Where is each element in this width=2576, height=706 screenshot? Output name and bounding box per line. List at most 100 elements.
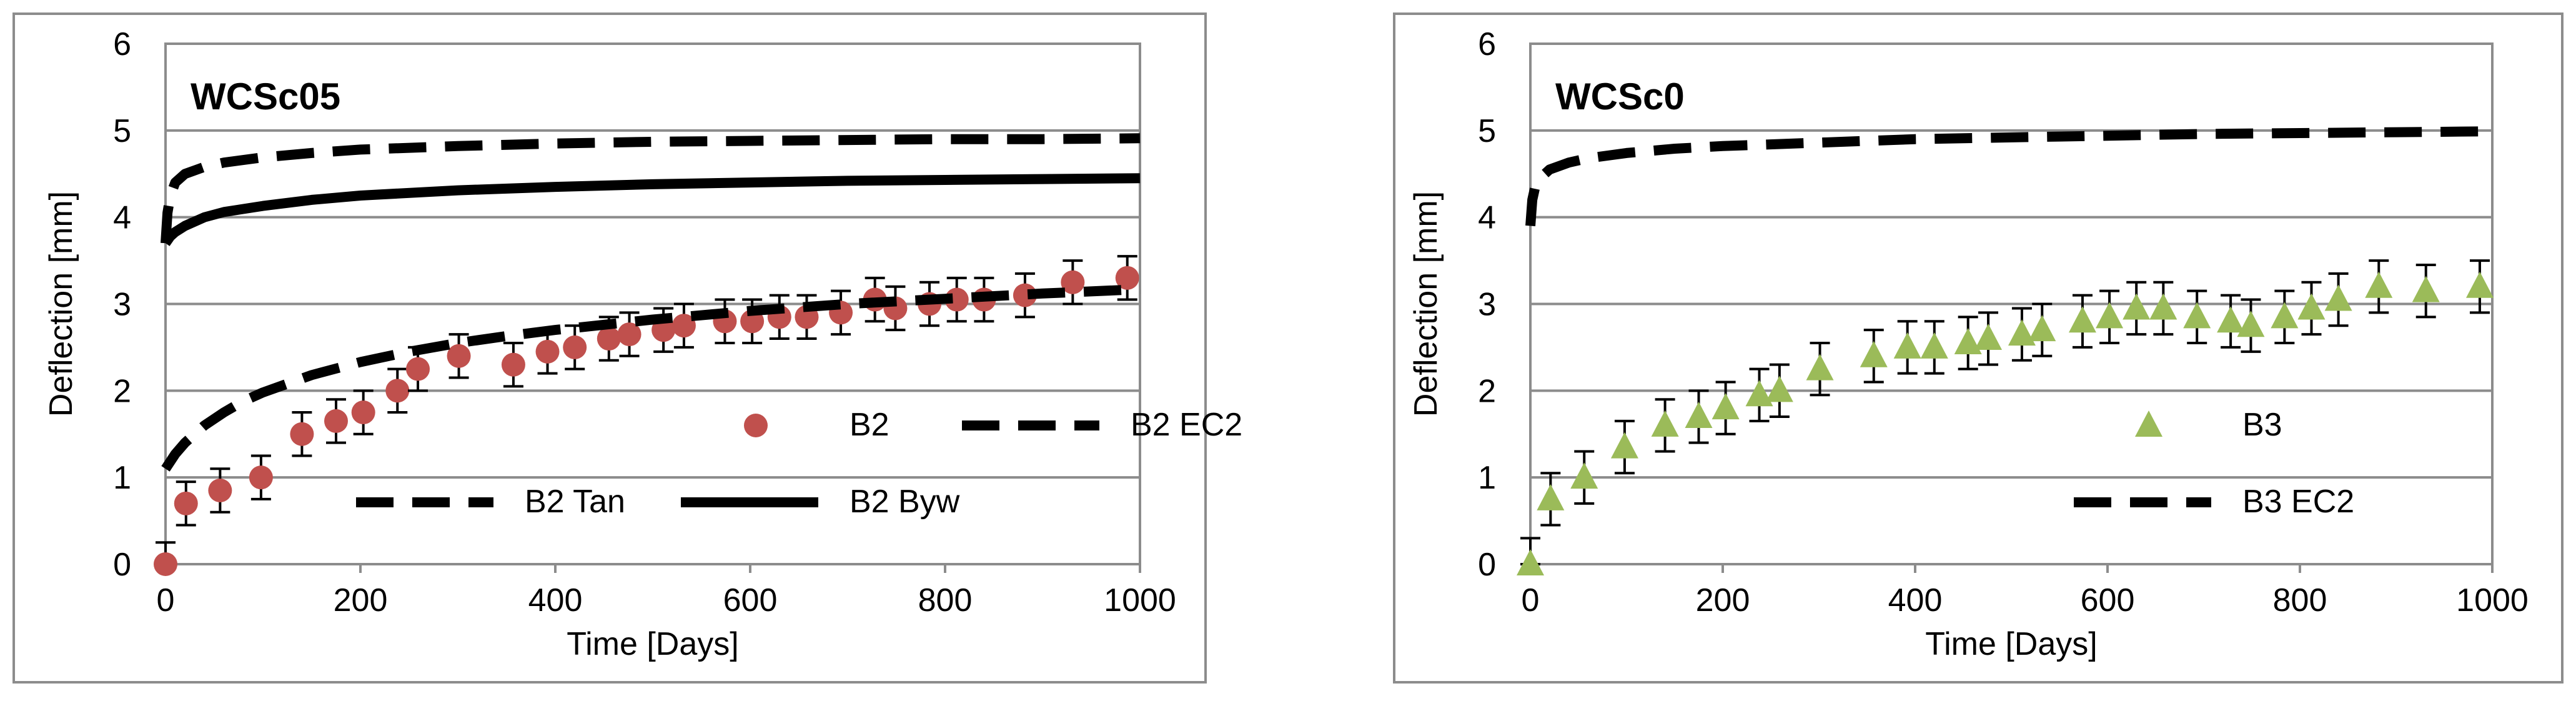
- y-axis-title: Deflection [mm]: [1408, 191, 1444, 417]
- x-tick-label: 800: [918, 582, 973, 619]
- legend-item-b2: B2: [744, 407, 889, 443]
- y-tick-label: 6: [1478, 26, 1496, 62]
- data-point: [385, 379, 410, 403]
- data-point: [2412, 276, 2440, 302]
- x-tick-label: 600: [2081, 582, 2135, 619]
- panel-title: WCSc0: [1555, 76, 1685, 117]
- y-tick-label: 0: [1478, 547, 1496, 583]
- legend-item-b2-byw: B2 Byw: [681, 484, 960, 520]
- legend-item-b2-tan: B2 Tan: [356, 484, 625, 520]
- series-b2-byw: [161, 173, 1141, 246]
- data-point: [324, 409, 348, 433]
- legend-item-b3: B3: [2135, 407, 2282, 443]
- x-tick-label: 600: [723, 582, 778, 619]
- series-line: [161, 284, 1141, 472]
- legend-key: [2135, 410, 2162, 437]
- series-b3: [1517, 259, 2494, 575]
- data-point: [1517, 549, 1544, 575]
- y-tick-label: 5: [113, 113, 131, 149]
- data-point: [1537, 484, 1565, 510]
- data-point: [2324, 284, 2352, 311]
- data-point: [2123, 293, 2151, 320]
- data-point: [2149, 293, 2177, 320]
- chart-frame: [1393, 12, 2564, 684]
- data-point: [2297, 293, 2326, 320]
- data-point: [2096, 302, 2124, 329]
- data-point: [1974, 324, 2003, 351]
- legend-label: B3 EC2: [2242, 484, 2354, 520]
- data-point: [501, 352, 525, 377]
- data-point: [1610, 432, 1638, 459]
- data-point: [1765, 375, 1793, 402]
- y-tick-label: 2: [113, 373, 131, 409]
- legend-item-b2-ec2: B2 EC2: [962, 407, 1242, 443]
- data-point: [2183, 302, 2211, 329]
- x-tick-label: 400: [528, 582, 583, 619]
- y-tick-label: 1: [113, 460, 131, 496]
- data-point: [351, 400, 375, 425]
- y-tick-label: 5: [1478, 113, 1496, 149]
- legend-label: B2 Tan: [525, 484, 625, 520]
- legend-label: B2 EC2: [1131, 407, 1242, 443]
- legend-key: [744, 414, 768, 437]
- y-tick-label: 1: [1478, 460, 1496, 496]
- y-tick-label: 2: [1478, 373, 1496, 409]
- legend-item-b3-ec2: B3 EC2: [2074, 484, 2354, 520]
- chart-frame: [12, 12, 1207, 684]
- data-point: [2008, 319, 2036, 346]
- x-tick-label: 400: [1888, 582, 1943, 619]
- y-tick-label: 4: [1478, 200, 1496, 236]
- series-b2-ec2: [161, 284, 1141, 472]
- data-point: [535, 339, 560, 364]
- x-tick-label: 200: [334, 582, 388, 619]
- x-axis-title: Time [Days]: [1925, 626, 2097, 662]
- data-point: [290, 422, 314, 446]
- y-tick-label: 4: [113, 200, 131, 236]
- x-tick-label: 1000: [2456, 582, 2529, 619]
- data-point: [1115, 266, 1139, 290]
- x-tick-label: 0: [157, 582, 175, 619]
- data-point: [617, 322, 642, 347]
- chart-panel-1: 0 1 2 3 4 5 6 0 200 400 600 800 1000 Time [Days] Defle…: [12, 12, 1242, 684]
- series-b2-tan: [161, 133, 1141, 244]
- y-axis-title: Deflection [mm]: [43, 191, 79, 417]
- y-tick-label: 0: [113, 547, 131, 583]
- series-line: [161, 173, 1141, 246]
- data-point: [1893, 332, 1921, 359]
- data-point: [406, 357, 430, 381]
- data-point: [208, 478, 232, 502]
- data-point: [174, 491, 198, 515]
- data-point: [1954, 327, 1982, 354]
- x-tick-label: 800: [2273, 582, 2327, 619]
- series-line: [1525, 126, 2493, 227]
- data-point: [2217, 306, 2245, 333]
- data-point: [740, 309, 765, 334]
- x-tick-label: 1000: [1104, 582, 1176, 619]
- data-point: [1860, 341, 1888, 367]
- legend-label: B3: [2242, 407, 2282, 443]
- data-point: [447, 344, 471, 368]
- data-point: [2028, 315, 2056, 342]
- data-point: [1685, 401, 1713, 428]
- legend-label: B2 Byw: [850, 484, 960, 520]
- legend-label: B2: [850, 407, 889, 443]
- y-tick-label: 3: [113, 287, 131, 323]
- data-point: [671, 314, 696, 338]
- chart-panel-2: 0 1 2 3 4 5 6 0 200 400 600 800 1000 Time [Days] Defle…: [1393, 12, 2564, 684]
- data-point: [2237, 311, 2265, 337]
- data-point: [1806, 354, 1834, 380]
- data-point: [1745, 380, 1773, 407]
- data-point: [154, 552, 177, 576]
- data-point: [1651, 410, 1679, 437]
- data-point: [1920, 332, 1948, 359]
- panel-title: WCSc05: [191, 76, 340, 117]
- series-line: [161, 133, 1141, 244]
- x-tick-label: 200: [1696, 582, 1750, 619]
- data-point: [1712, 393, 1740, 420]
- data-point: [1570, 462, 1598, 489]
- x-tick-label: 0: [1522, 582, 1540, 619]
- data-point: [2465, 271, 2494, 298]
- data-point: [1061, 270, 1085, 294]
- data-point: [2365, 271, 2393, 298]
